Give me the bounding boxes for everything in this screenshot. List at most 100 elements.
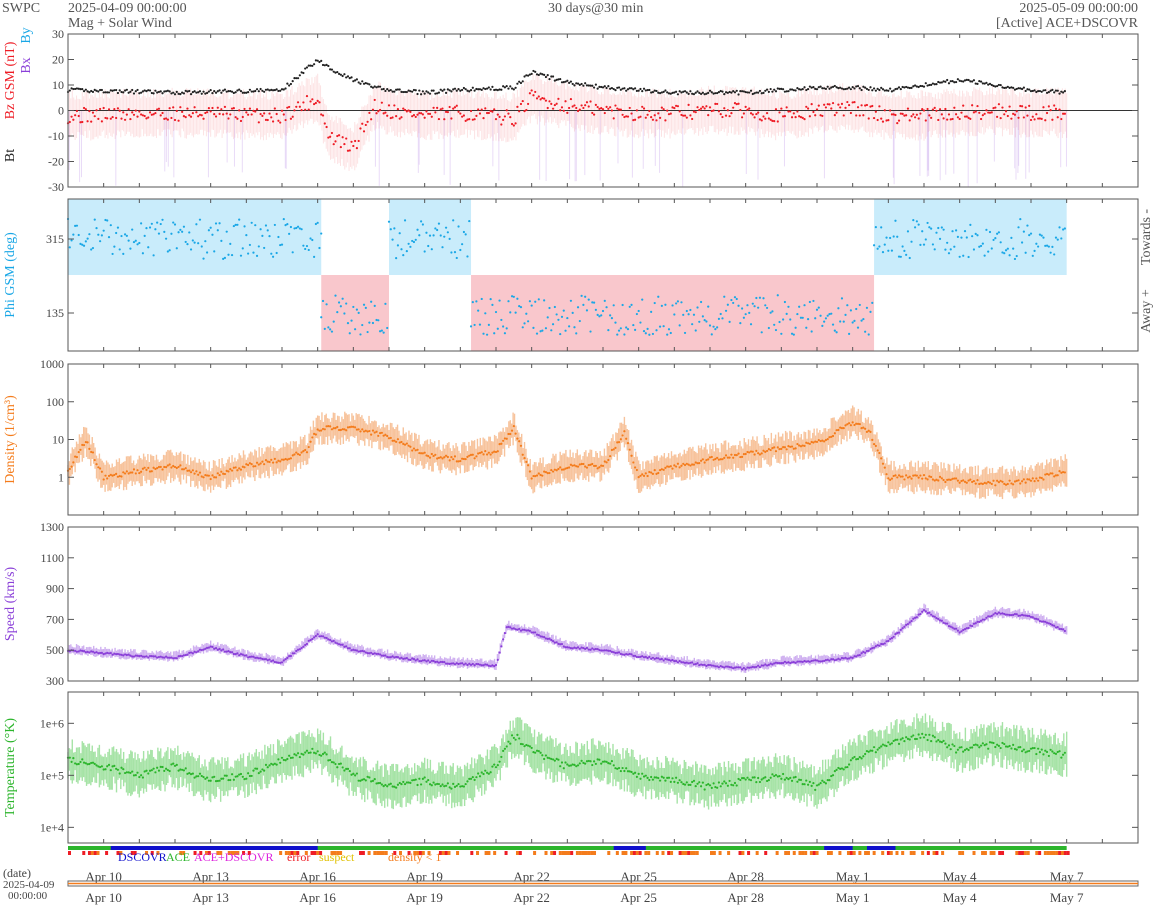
phi-point (824, 317, 828, 320)
speed-point (234, 653, 237, 656)
bt-point (651, 91, 655, 94)
bt-point (771, 90, 774, 93)
bt-point (974, 82, 977, 85)
phi-point (667, 328, 671, 331)
bz-point (68, 120, 71, 124)
density-point (188, 469, 191, 472)
density-point (471, 453, 474, 456)
phi-point (487, 323, 490, 326)
bz-point (489, 109, 492, 113)
speed-point (516, 628, 519, 631)
phi-point (823, 320, 826, 323)
bt-point (578, 83, 581, 87)
bt-point (830, 86, 833, 89)
speed-point (446, 662, 449, 665)
y-tick-label: 0 (58, 104, 64, 118)
phi-point (625, 326, 628, 329)
phi-point (746, 304, 749, 307)
speed-point (518, 627, 521, 631)
density-point (1020, 480, 1024, 483)
density-point (288, 457, 291, 460)
bt-point (944, 80, 947, 83)
bt-point (990, 83, 993, 87)
bz-point (393, 104, 396, 107)
density-point (368, 429, 371, 433)
speed-point (635, 655, 638, 659)
density-point (254, 465, 257, 468)
bt-point (84, 88, 87, 91)
bz-point (849, 111, 852, 115)
bz-point (910, 115, 913, 118)
phi-point (867, 333, 870, 336)
phi-point (471, 300, 474, 304)
phi-point (664, 303, 667, 306)
bz-point (329, 135, 332, 138)
speed-point (318, 635, 321, 638)
bt-point (634, 87, 637, 90)
density-point (798, 444, 801, 447)
phi-point (134, 239, 137, 242)
bt-point (933, 83, 936, 86)
density-point (175, 466, 178, 470)
speed-point (437, 661, 441, 664)
bz-point (607, 107, 610, 110)
bz-point (1054, 107, 1058, 110)
density-point (514, 432, 517, 435)
bt-point (512, 88, 515, 91)
density-point (830, 435, 833, 438)
density-point (1058, 470, 1061, 473)
bt-point (617, 86, 621, 89)
phi-point (109, 224, 112, 227)
y-tick-label: 1 (58, 470, 64, 484)
bt-point (420, 93, 423, 96)
density-point (159, 465, 162, 469)
speed-point (457, 662, 460, 666)
speed-point (525, 629, 528, 632)
bz-point (480, 108, 483, 111)
phi-point (305, 244, 309, 248)
bz-point (259, 112, 262, 116)
bt-point (748, 91, 751, 94)
phi-point (698, 320, 701, 323)
speed-point (100, 651, 103, 654)
bt-point (519, 81, 523, 85)
density-point (1063, 471, 1066, 474)
speed-point (295, 649, 298, 653)
bz-point (122, 111, 125, 114)
phi-point (716, 326, 719, 329)
bt-point (90, 89, 93, 93)
bt-point (156, 91, 159, 94)
density-point (1045, 472, 1049, 476)
phi-point (382, 331, 385, 334)
bt-point (407, 89, 410, 92)
density-point (917, 476, 920, 479)
bt-point (357, 81, 360, 84)
phi-point (553, 305, 556, 309)
bz-point (455, 104, 458, 107)
bt-point (175, 90, 178, 93)
speed-point (248, 655, 251, 658)
phi-point (892, 235, 895, 238)
density-point (985, 482, 988, 485)
bt-point (141, 90, 144, 93)
phi-point (955, 229, 958, 232)
bt-point (707, 91, 710, 94)
bt-point (657, 91, 660, 94)
speed-point (152, 655, 155, 658)
bt-point (302, 71, 305, 75)
density-point (799, 445, 803, 448)
speed-point (309, 638, 312, 642)
density-point (578, 463, 581, 466)
bt-point (475, 87, 478, 91)
density-point (544, 471, 548, 474)
bz-point (831, 101, 835, 105)
bz-point (207, 106, 210, 110)
bt-point (325, 63, 328, 66)
bz-point (266, 118, 269, 122)
phi-point (172, 221, 175, 224)
bz-point (90, 120, 93, 123)
phi-point (999, 241, 1002, 244)
density-point (571, 464, 574, 467)
phi-point (617, 329, 621, 332)
bt-point (147, 89, 150, 92)
